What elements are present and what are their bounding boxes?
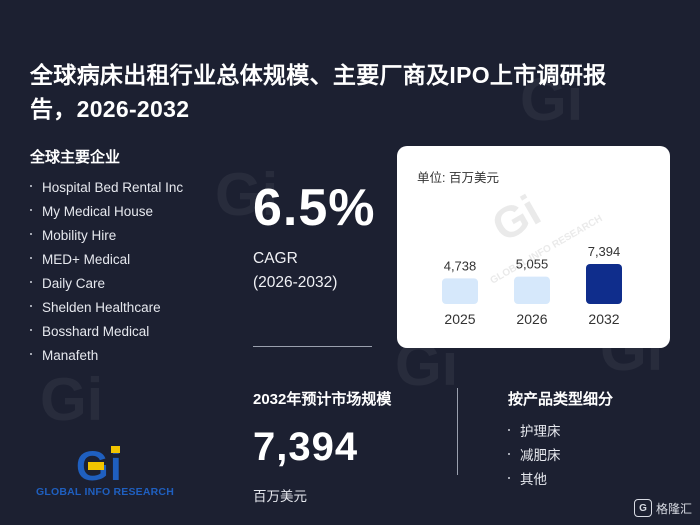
cagr-period: (2026-2032) xyxy=(253,274,338,291)
market-size-chart-card: Gi GLOBAL INFO RESEARCH 单位: 百万美元 4,738 2025 5… xyxy=(397,146,670,348)
segment-item: 护理床 xyxy=(508,422,561,446)
segment-heading: 按产品类型细分 xyxy=(508,391,614,408)
company-item: Hospital Bed Rental Inc xyxy=(30,178,183,202)
chart-value-label: 4,738 xyxy=(444,258,477,273)
corner-watermark: G 格隆汇 xyxy=(633,499,692,517)
cagr-label: CAGR xyxy=(253,250,298,267)
company-item: Bosshard Medical xyxy=(30,322,183,346)
companies-heading: 全球主要企业 xyxy=(30,149,121,166)
svg-text:i: i xyxy=(110,442,122,486)
company-item: Daily Care xyxy=(30,274,183,298)
gi-logo-icon: G i xyxy=(76,442,122,486)
chart-category-label: 2025 xyxy=(444,311,475,327)
chart-unit-label: 单位: 百万美元 xyxy=(417,170,499,185)
segment-list: 护理床 减肥床 其他 xyxy=(508,422,561,494)
segment-item: 其他 xyxy=(508,470,561,494)
vertical-divider xyxy=(457,388,458,475)
chart-bar xyxy=(514,276,550,304)
logo-text: GLOBAL INFO RESEARCH xyxy=(36,486,174,498)
market-size-unit: 百万美元 xyxy=(253,489,307,504)
company-item: Manafeth xyxy=(30,346,183,370)
market-size-value: 7,394 xyxy=(253,425,359,469)
company-item: MED+ Medical xyxy=(30,250,183,274)
cagr-value: 6.5% xyxy=(253,179,376,237)
chart-category-label: 2026 xyxy=(516,311,547,327)
chart-bar xyxy=(442,278,478,304)
company-list: Hospital Bed Rental Inc My Medical House… xyxy=(30,178,183,370)
company-item: Mobility Hire xyxy=(30,226,183,250)
chart-category-label: 2032 xyxy=(588,311,619,327)
svg-text:Gi: Gi xyxy=(484,186,549,252)
market-size-heading: 2032年预计市场规模 xyxy=(253,391,392,408)
company-logo: G i GLOBAL INFO RESEARCH xyxy=(30,440,180,500)
chart-value-label: 5,055 xyxy=(516,257,549,272)
chart-bar xyxy=(586,264,622,304)
cagr-divider xyxy=(253,346,372,347)
chart-value-label: 7,394 xyxy=(588,244,621,259)
segment-item: 减肥床 xyxy=(508,446,561,470)
company-item: My Medical House xyxy=(30,202,183,226)
svg-text:Gi: Gi xyxy=(40,366,103,433)
page-title: 全球病床出租行业总体规模、主要厂商及IPO上市调研报告，2026-2032 xyxy=(30,62,607,122)
gelonghui-icon: G xyxy=(633,499,652,517)
corner-watermark-text: 格隆汇 xyxy=(655,501,692,516)
company-item: Shelden Healthcare xyxy=(30,298,183,322)
